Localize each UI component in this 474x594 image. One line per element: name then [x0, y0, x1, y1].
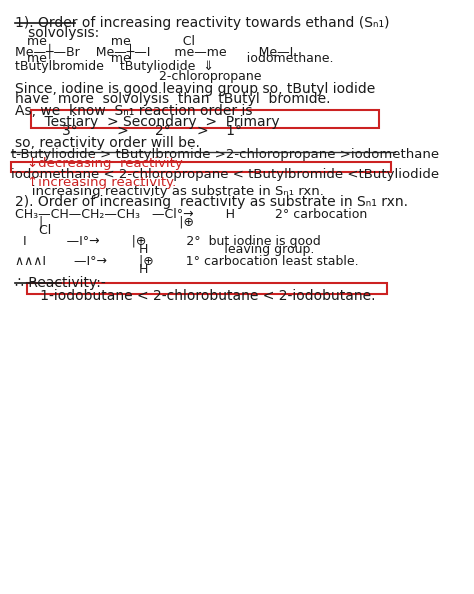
- Text: Cl: Cl: [15, 224, 51, 237]
- Text: As, we  know  Sₙ₁ reaction order is: As, we know Sₙ₁ reaction order is: [15, 104, 252, 118]
- Text: Me—┼—Br    Me—┼—I      me—me        Me—I: Me—┼—Br Me—┼—I me—me Me—I: [15, 44, 293, 59]
- Text: ∴ Reactivity:-: ∴ Reactivity:-: [15, 276, 106, 290]
- Text: solvolysis:: solvolysis:: [15, 26, 99, 40]
- Text: me                me                             iodomethane.: me me iodomethane.: [15, 52, 333, 65]
- Text: ↓decreasing  reactivity: ↓decreasing reactivity: [27, 157, 182, 170]
- Text: 2-chloropropane: 2-chloropropane: [15, 71, 261, 83]
- Text: so, reactivity order will be.: so, reactivity order will be.: [15, 137, 200, 150]
- Text: ↑increasing reactivity.: ↑increasing reactivity.: [27, 176, 176, 189]
- Text: 2). Order of increasing  reactivity as substrate in Sₙ₁ rxn.: 2). Order of increasing reactivity as su…: [15, 195, 408, 209]
- Text: H                   leaving group.: H leaving group.: [15, 244, 314, 257]
- Text: I          —I°→        |⊕          2°  but iodine is good: I —I°→ |⊕ 2° but iodine is good: [15, 235, 320, 248]
- Text: 1). Order of increasing reactivity towards ethand (Sₙ₁): 1). Order of increasing reactivity towar…: [15, 15, 389, 30]
- Text: CH₃—CH—CH₂—CH₃   —Cl°→        H          2° carbocation: CH₃—CH—CH₂—CH₃ —Cl°→ H 2° carbocation: [15, 207, 367, 220]
- Text: increasing reactivity as substrate in Sₙ₁ rxn.: increasing reactivity as substrate in Sₙ…: [19, 185, 324, 198]
- Text: |                                  |⊕: | |⊕: [15, 216, 194, 229]
- Text: me                me             Cl: me me Cl: [15, 35, 195, 48]
- Text: Since, iodine is good leaving group so, tButyl iodide: Since, iodine is good leaving group so, …: [15, 82, 375, 96]
- Text: tButylbromide    tButyliodide  ⇓: tButylbromide tButyliodide ⇓: [15, 61, 214, 74]
- Text: 1-iodobutane < 2-chlorobutane < 2-iodobutane.: 1-iodobutane < 2-chlorobutane < 2-iodobu…: [27, 289, 375, 303]
- Text: have  more  solvolysis  than  tButyl  bromide.: have more solvolysis than tButyl bromide…: [15, 91, 330, 106]
- Text: iodomethane < 2-chloropropane < tButylbromide <tButyliodide: iodomethane < 2-chloropropane < tButylbr…: [11, 168, 439, 181]
- Text: Testiary  > Secondary  >  Primary: Testiary > Secondary > Primary: [27, 115, 279, 128]
- Text: 3°         >      2°      >    1°: 3° > 2° > 1°: [27, 124, 242, 138]
- Text: t-Butyliodide > tButylbromide >2-chloropropane >iodomethane: t-Butyliodide > tButylbromide >2-chlorop…: [11, 147, 439, 160]
- Text: H: H: [15, 264, 148, 276]
- Text: ∧∧∧I       —I°→        |⊕        1° carbocation least stable.: ∧∧∧I —I°→ |⊕ 1° carbocation least stable…: [15, 255, 358, 268]
